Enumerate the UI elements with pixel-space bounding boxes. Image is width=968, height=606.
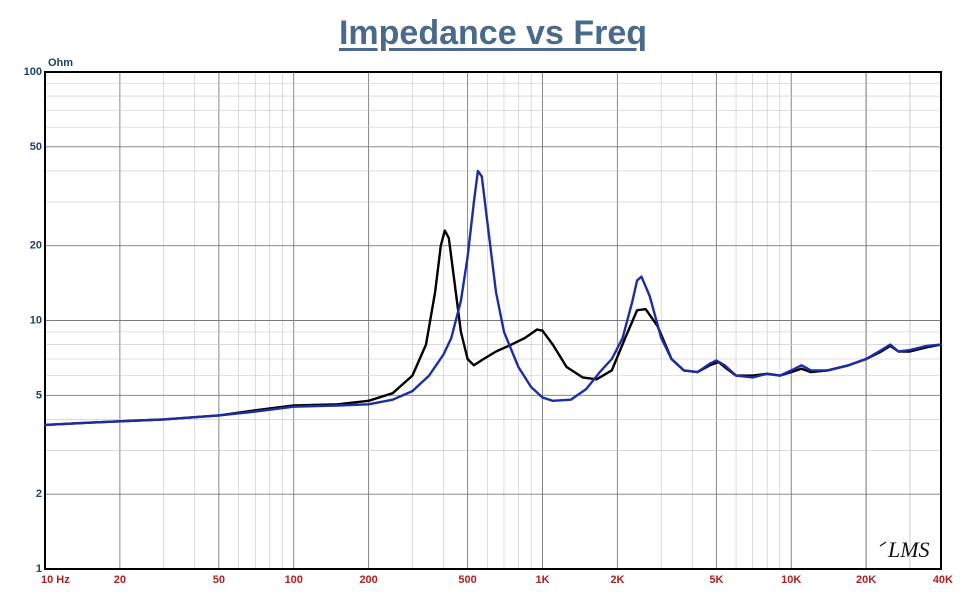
y-tick-label: 20	[30, 240, 42, 252]
y-axis-ticks: 1 2 5 10 20 50 100	[24, 66, 42, 575]
x-tick-label: 2K	[610, 574, 624, 586]
series-line-1	[43, 229, 943, 427]
y-unit-label: Ohm	[48, 57, 73, 69]
x-tick-label: 10K	[781, 574, 801, 586]
y-tick-label: 1	[36, 563, 42, 575]
series-line-2	[43, 169, 943, 427]
x-tick-label: 5K	[709, 574, 723, 586]
x-tick-label: 200	[359, 574, 377, 586]
lms-logo: LMS	[879, 537, 930, 562]
grid-lines	[45, 72, 941, 569]
x-tick-label: 20	[114, 574, 126, 586]
y-tick-label: 100	[24, 66, 42, 78]
x-axis-ticks: 10 Hz 20 50 100 200 500 1K 2K 5K 10K 20K 40K	[41, 574, 953, 586]
lms-logo-text: LMS	[887, 537, 930, 562]
x-tick-label: 10 Hz	[41, 574, 70, 586]
y-tick-label: 5	[36, 389, 42, 401]
x-tick-label: 20K	[856, 574, 876, 586]
series-layer	[43, 169, 943, 427]
y-tick-label: 2	[36, 488, 42, 500]
x-tick-label: 1K	[535, 574, 549, 586]
chart-title: Impedance vs Freq	[338, 14, 647, 52]
x-tick-label: 40K	[933, 574, 953, 586]
y-tick-label: 50	[30, 141, 42, 153]
x-tick-label: 500	[458, 574, 476, 586]
y-tick-label: 10	[30, 315, 42, 327]
x-tick-label: 100	[285, 574, 303, 586]
x-tick-label: 50	[213, 574, 225, 586]
plot-frame	[44, 71, 942, 570]
